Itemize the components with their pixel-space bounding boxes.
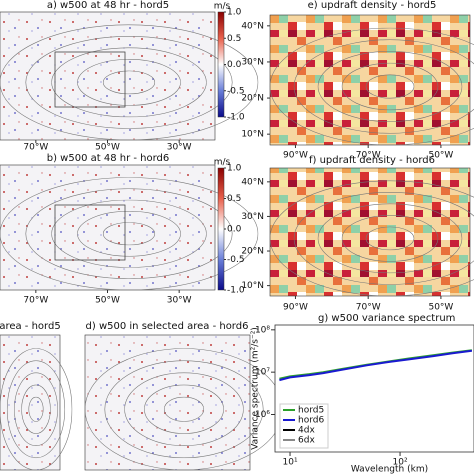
colorbar-tick-label: 0.5	[227, 34, 241, 44]
legend-label: 4dx	[298, 426, 315, 436]
contour	[366, 227, 414, 250]
contour	[77, 211, 180, 256]
legend-label: hord5	[298, 406, 324, 416]
legend-label: 6dx	[298, 436, 315, 446]
contour	[366, 75, 414, 98]
contour	[26, 36, 232, 128]
contour	[26, 189, 232, 279]
contour	[77, 59, 180, 105]
y-axis-label: Variance spectrum (m²/s⁻²)	[251, 327, 261, 450]
panel-title: b) w500 at 48 hr - hord6	[47, 153, 170, 164]
colorbar-tick-label: -0.5	[227, 86, 245, 96]
x-tick-label: 90°W	[283, 151, 308, 161]
x-tick-label: 30°W	[167, 296, 192, 306]
panel-title: f) updraft density - hord6	[309, 155, 435, 166]
y-tick-label: 10°N	[241, 130, 264, 140]
panel-title: g) w500 variance spectrum	[318, 313, 455, 324]
y-tick-label: 40°N	[241, 177, 264, 187]
contour	[318, 51, 462, 121]
colorbar-tick-label: 0.0	[227, 225, 242, 235]
y-tick-label: 10⁷	[255, 368, 270, 378]
colorbar-tick-label: 0.5	[227, 194, 241, 204]
x-tick-label: 50°W	[95, 296, 120, 306]
panel-title: area - hord5	[0, 321, 61, 332]
contour	[103, 223, 155, 246]
colorbar-tick-label: 1.0	[227, 164, 242, 174]
selected-area	[54, 51, 126, 108]
contour	[164, 397, 204, 421]
contour	[29, 397, 43, 421]
x-tick-label: 70°W	[356, 303, 381, 313]
colorbar-tick-label: -1.0	[227, 286, 245, 296]
y-tick-label: 40°N	[241, 21, 264, 31]
colorbar	[217, 11, 225, 118]
series-line	[279, 349, 473, 382]
x-tick-label: 50°W	[428, 303, 453, 313]
colorbar	[217, 167, 225, 291]
contour	[0, 25, 258, 140]
contour	[22, 385, 51, 434]
selected-area	[54, 204, 126, 261]
x-tick-label: 50°W	[95, 143, 120, 153]
x-tick-label: 50°W	[428, 151, 453, 161]
y-tick-label: 30°N	[241, 57, 264, 67]
y-tick-label: 20°N	[241, 94, 264, 104]
y-tick-label: 20°N	[241, 247, 264, 257]
colorbar-label: m/s	[214, 158, 231, 168]
colorbar-label: m/s	[214, 2, 231, 12]
y-tick-label: 10°N	[241, 281, 264, 291]
x-tick-label: 90°W	[283, 303, 308, 313]
colorbar-tick-label: 1.0	[227, 8, 242, 18]
contour	[0, 178, 258, 291]
x-tick-label: 70°W	[23, 143, 48, 153]
colorbar-tick-label: 0.0	[227, 60, 242, 70]
panel-title: a) w500 at 48 hr - hord5	[47, 0, 169, 11]
x-tick-label: 10²	[393, 458, 408, 468]
contour	[7, 361, 65, 458]
x-tick-label: 10¹	[283, 458, 298, 468]
x-tick-label: 30°W	[167, 143, 192, 153]
contour	[0, 349, 72, 471]
contour	[294, 40, 474, 134]
y-tick-label: 30°N	[241, 212, 264, 222]
contour	[52, 48, 207, 117]
panel-title: d) w500 in selected area - hord6	[86, 321, 249, 332]
legend-label: hord6	[298, 416, 324, 426]
y-tick-label: 10⁶	[255, 410, 270, 420]
panel-title: e) updraft density - hord5	[308, 0, 437, 11]
contour	[342, 215, 438, 261]
contour	[103, 71, 155, 94]
y-tick-label: 10⁸	[255, 325, 270, 335]
contour	[270, 28, 474, 145]
x-axis-label: Wavelength (km)	[351, 465, 428, 474]
contour	[318, 204, 462, 273]
contour	[144, 385, 223, 434]
contour	[342, 63, 438, 110]
contour	[105, 361, 263, 458]
contour	[270, 181, 474, 296]
contour	[14, 373, 57, 446]
colorbar-tick-label: -1.0	[227, 113, 245, 123]
contour	[125, 373, 244, 446]
x-tick-label: 70°W	[356, 151, 381, 161]
contour	[52, 200, 207, 268]
colorbar-tick-label: -0.5	[227, 255, 245, 265]
x-tick-label: 70°W	[23, 296, 48, 306]
contour	[294, 192, 474, 284]
